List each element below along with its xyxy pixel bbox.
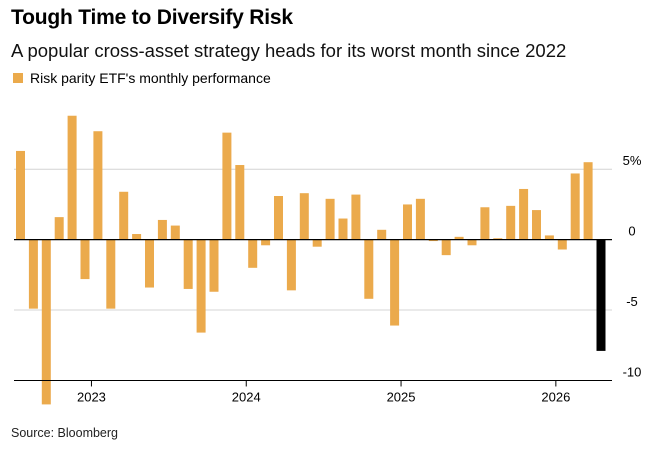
bar	[41, 239, 51, 405]
bar	[467, 239, 477, 246]
legend-label: Risk parity ETF's monthly performance	[30, 70, 271, 86]
bar	[299, 193, 309, 240]
bar	[312, 239, 322, 247]
bar	[28, 239, 38, 309]
bar	[480, 207, 490, 240]
bar	[596, 239, 606, 351]
x-tick-label: 2023	[77, 389, 106, 404]
legend: Risk parity ETF's monthly performance	[13, 70, 271, 86]
y-tick-label: 5%	[623, 153, 642, 168]
bar	[557, 239, 567, 250]
bar	[93, 131, 103, 240]
bar	[132, 234, 142, 240]
bar	[338, 218, 348, 240]
bar	[493, 238, 503, 240]
bar	[106, 239, 116, 309]
bar	[170, 225, 180, 240]
bar	[428, 239, 438, 242]
bar	[80, 239, 90, 280]
y-tick-label: 0	[628, 224, 635, 239]
x-tick-label: 2024	[232, 389, 261, 404]
bar	[16, 150, 25, 240]
bar	[364, 239, 374, 299]
bar	[119, 191, 129, 240]
bar	[209, 239, 219, 292]
bar	[248, 239, 258, 268]
bar	[415, 198, 425, 240]
bar	[325, 198, 335, 240]
x-tick-label: 2026	[541, 389, 570, 404]
chart-subtitle: A popular cross-asset strategy heads for…	[11, 40, 567, 61]
chart-title: Tough Time to Diversify Risk	[11, 6, 293, 29]
bar	[351, 194, 361, 240]
bar	[454, 236, 464, 240]
bar	[377, 229, 387, 240]
bar	[145, 239, 154, 288]
bar	[183, 239, 193, 289]
bar	[403, 204, 412, 240]
y-tick-label: -10	[623, 364, 642, 379]
y-tick-label: -5	[626, 294, 638, 309]
bar	[519, 188, 529, 240]
bar	[222, 132, 232, 240]
bar	[261, 239, 271, 246]
bar	[570, 173, 580, 240]
bar	[54, 217, 64, 240]
bar	[441, 239, 451, 256]
bar	[67, 115, 77, 240]
legend-swatch	[13, 73, 23, 83]
bar	[235, 165, 245, 240]
bar	[274, 196, 283, 240]
bar	[196, 239, 206, 333]
bar	[506, 205, 516, 240]
bar	[583, 162, 593, 240]
x-tick-label: 2025	[387, 389, 416, 404]
bar	[544, 235, 554, 240]
bar	[286, 239, 296, 291]
source-note: Source: Bloomberg	[11, 426, 119, 440]
bar	[390, 239, 400, 326]
bar	[532, 210, 541, 240]
bar	[157, 219, 167, 240]
